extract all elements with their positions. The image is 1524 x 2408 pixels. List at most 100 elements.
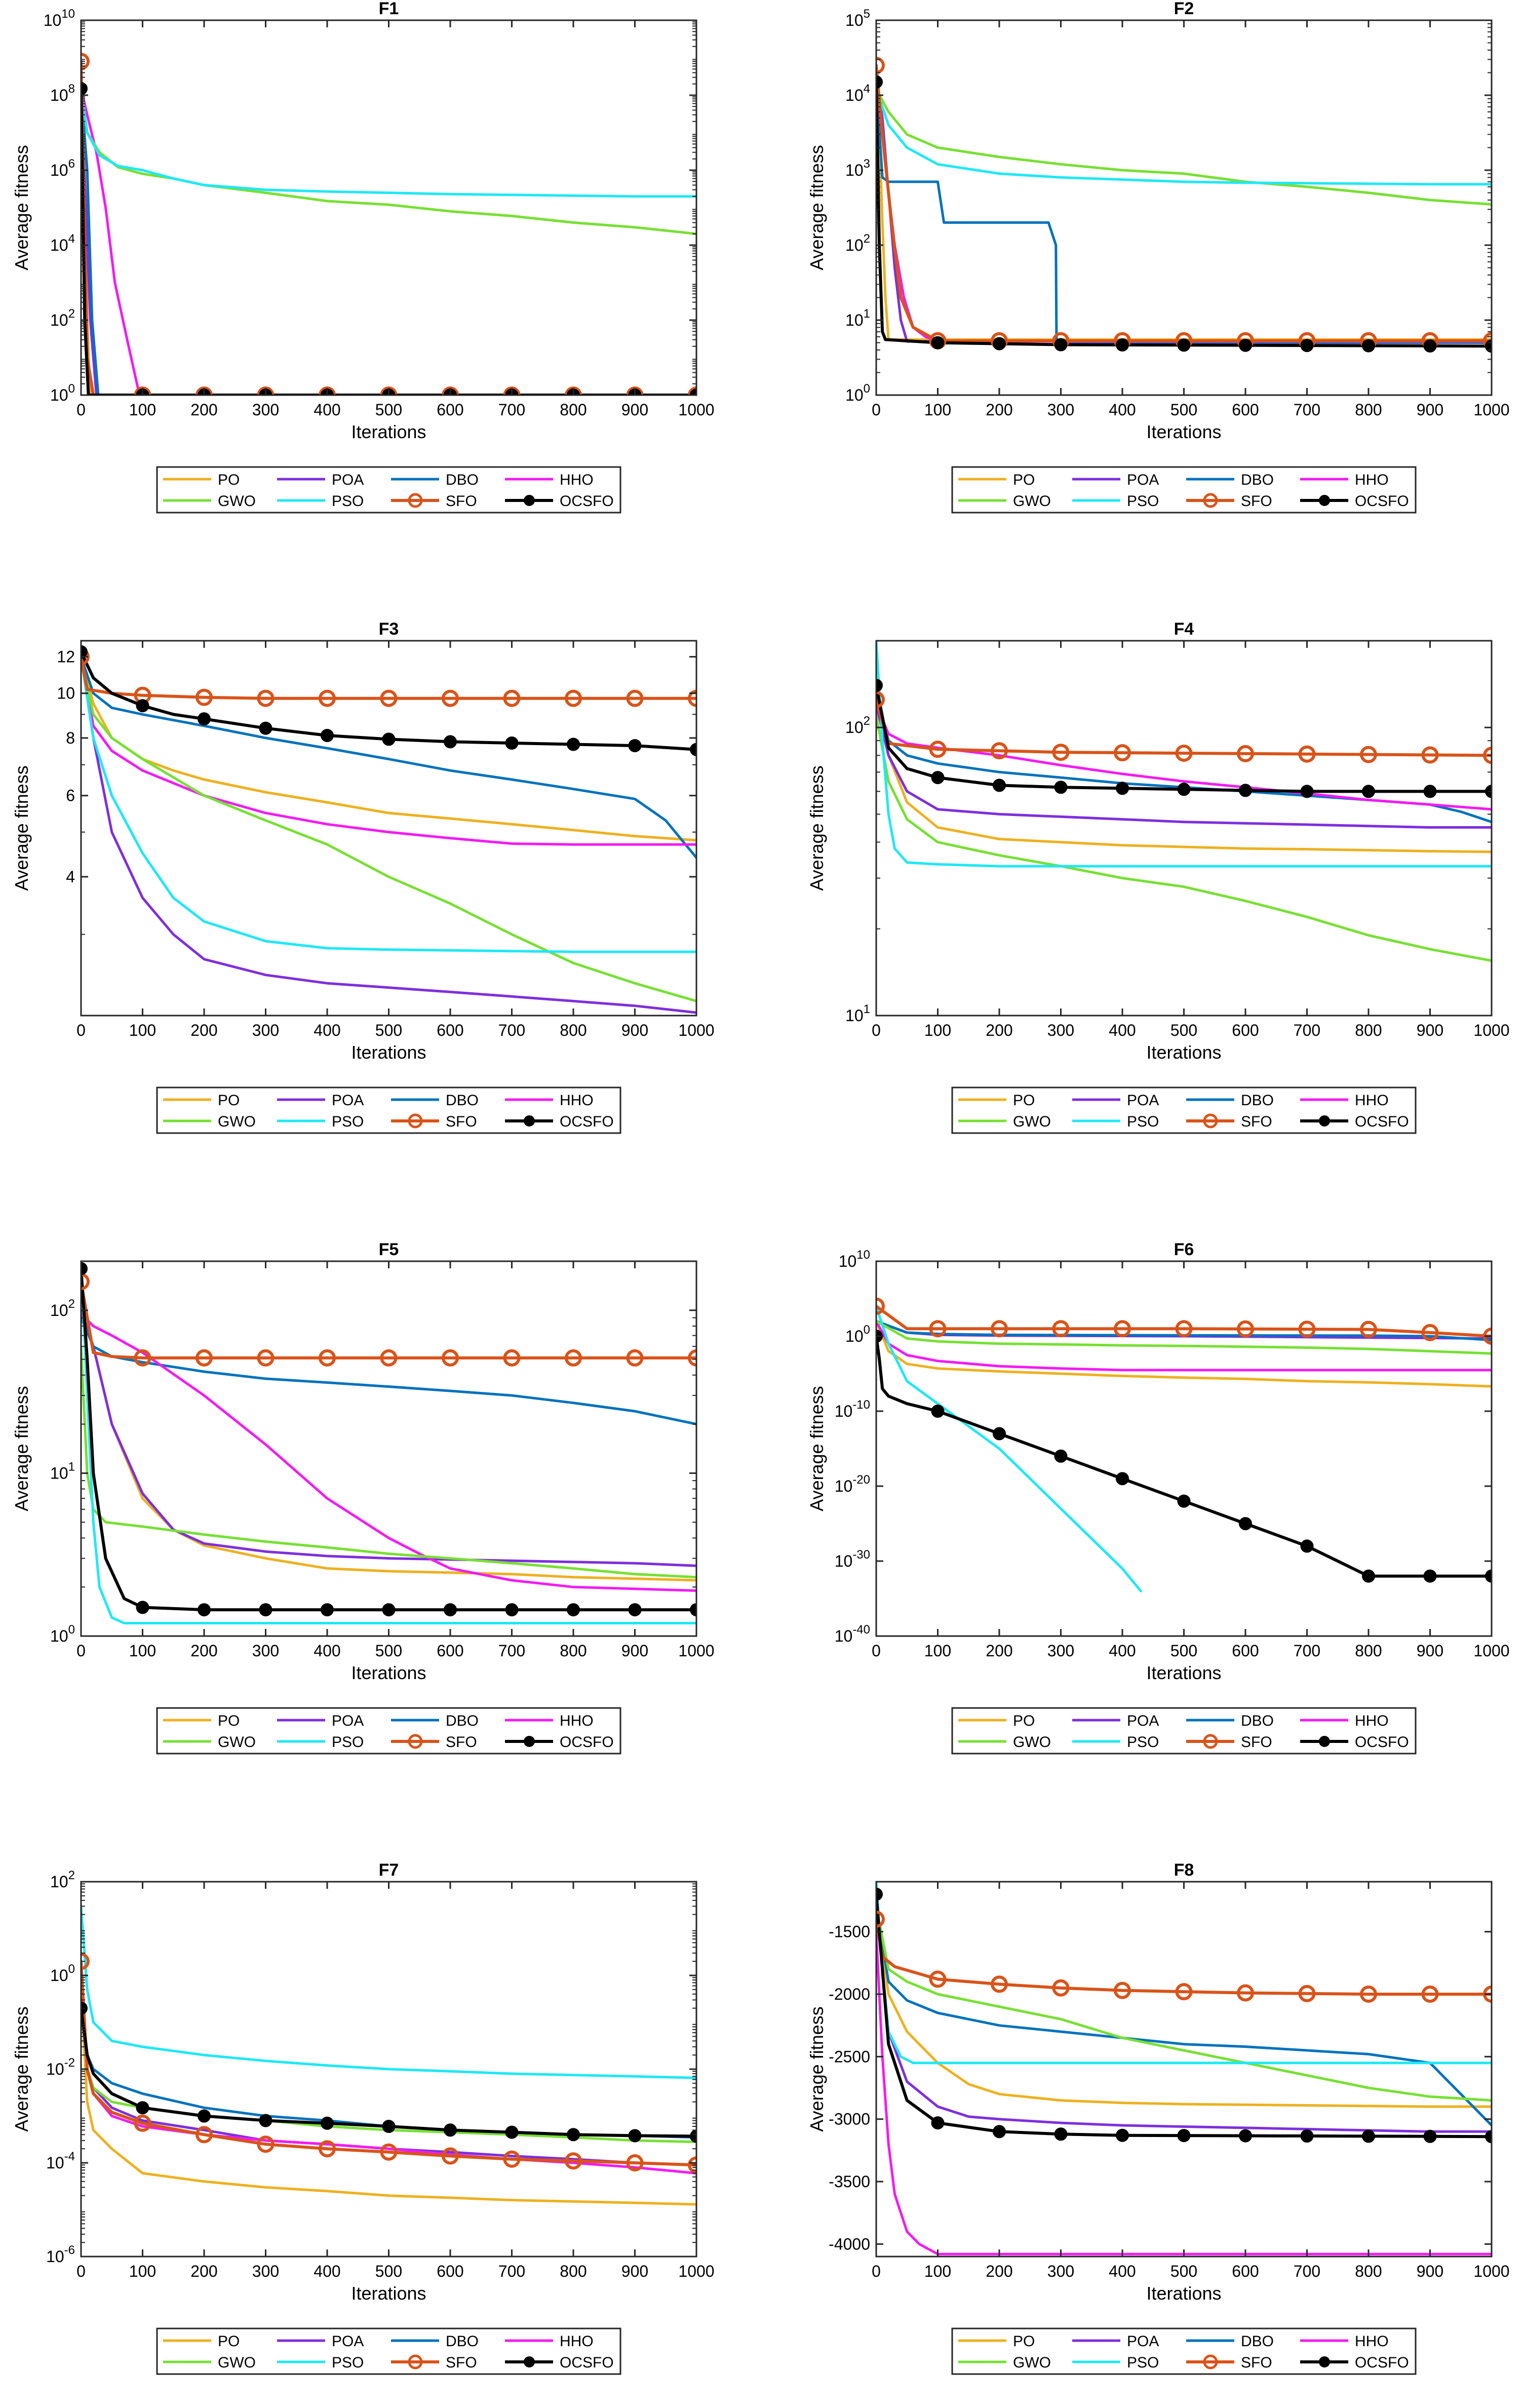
chart-f7-xtick-label-400: 400 — [314, 2262, 340, 2280]
chart-f4-xtick-label-700: 700 — [1294, 1021, 1320, 1039]
chart-f6-marker-sfo-0 — [876, 1297, 885, 1315]
chart-f6-legend-label-po: PO — [1013, 1713, 1035, 1729]
chart-f4-ytick-label-101: 101 — [845, 1002, 870, 1025]
chart-f1-marker-ocsfo-1000 — [690, 389, 696, 395]
chart-f6-plot-area — [876, 1261, 1492, 1636]
chart-f3-line-hho — [81, 655, 696, 846]
chart-f8-xlabel: Iterations — [1146, 2283, 1221, 2304]
chart-f8-marker-sfo-0 — [876, 1911, 885, 1928]
chart-f3-line-poa — [81, 655, 696, 1014]
chart-f6-marker-ocsfo-800 — [1362, 1569, 1375, 1583]
chart-f2-marker-ocsfo-0 — [876, 75, 883, 89]
chart-f4-marker-ocsfo-300 — [1054, 781, 1068, 794]
chart-f4-xtick-label-200: 200 — [986, 1021, 1012, 1039]
chart-f3-marker-ocsfo-500 — [382, 732, 396, 746]
chart-f2-line-pso — [876, 88, 1492, 186]
chart-f2-marker-ocsfo-200 — [993, 337, 1006, 351]
chart-f7-legend-label-poa: POA — [332, 2333, 364, 2350]
chart-f4-legend-label-po: PO — [1013, 1092, 1035, 1109]
chart-f6-legend-label-pso: PSO — [1127, 1734, 1159, 1751]
chart-f1-line-dbo — [81, 87, 696, 395]
chart-f7-line-ocsfo — [81, 2006, 696, 2138]
chart-f7-xtick-label-1000: 1000 — [678, 2262, 714, 2280]
chart-f3-marker-sfo-900 — [626, 689, 644, 707]
chart-f2-marker-ocsfo-800 — [1362, 339, 1375, 353]
chart-f2-marker-ocsfo-700 — [1300, 339, 1314, 353]
chart-f6-ytick-label-10-10: 10-10 — [835, 1398, 870, 1420]
chart-f8-plot-area — [876, 1882, 1492, 2257]
chart-f5-marker-ocsfo-700 — [505, 1603, 519, 1617]
chart-f1-xtick-label-300: 300 — [252, 401, 279, 419]
chart-f4-marker-sfo-0 — [876, 691, 885, 709]
chart-f8-marker-ocsfo-200 — [993, 2125, 1006, 2139]
chart-f7-ytick-label-10-2: 10-2 — [46, 2056, 75, 2078]
chart-f4-marker-sfo-200 — [991, 742, 1008, 760]
chart-f4-marker-sfo-300 — [1052, 744, 1070, 761]
chart-f6-marker-ocsfo-500 — [1177, 1494, 1191, 1508]
chart-f3-legend-label-ocsfo: OCSFO — [560, 1113, 614, 1130]
chart-f5-legend-label-sfo: SFO — [446, 1734, 477, 1751]
chart-f5-marker-ocsfo-300 — [259, 1603, 272, 1617]
chart-f2-ytick-label-103: 103 — [845, 157, 870, 179]
chart-f8-marker-sfo-800 — [1360, 1986, 1377, 2003]
chart-f1-plot-area — [81, 20, 696, 395]
chart-f6-legend-marker-sfo — [1203, 1734, 1218, 1749]
chart-f7-marker-sfo-900 — [626, 2154, 644, 2171]
chart-f4-legend-label-hho: HHO — [1355, 1092, 1389, 1109]
chart-f5-xtick-label-400: 400 — [314, 1642, 340, 1660]
chart-f8-marker-ocsfo-900 — [1423, 2129, 1437, 2143]
chart-f8-xtick-label-1000: 1000 — [1473, 2262, 1509, 2280]
chart-f3-ytick-label-10: 10 — [57, 684, 75, 703]
chart-f8-marker-sfo-400 — [1114, 1982, 1131, 1999]
chart-f1-xtick-label-900: 900 — [621, 401, 648, 419]
chart-f7-line-pso — [81, 1905, 696, 2079]
chart-f5-legend: PO POA DBO HHO GWO PSO SFO OCSFO — [156, 1707, 621, 1755]
chart-f5-xtick-label-500: 500 — [375, 1642, 402, 1660]
chart-f3-marker-sfo-1000 — [688, 689, 696, 707]
chart-f5-marker-ocsfo-600 — [444, 1603, 457, 1617]
chart-f6-marker-sfo-700 — [1298, 1320, 1316, 1338]
chart-f2-marker-ocsfo-500 — [1177, 338, 1191, 352]
chart-f3-ytick-label-12: 12 — [57, 648, 75, 666]
chart-f2-legend-box — [951, 466, 1417, 514]
chart-f3-legend-marker-sfo — [408, 1113, 423, 1129]
chart-f7-legend-label-po: PO — [218, 2333, 240, 2350]
chart-f5-line-sfo — [81, 1280, 696, 1360]
chart-f1-legend-label-sfo: SFO — [446, 493, 477, 510]
chart-f5-legend-marker-ocsfo — [524, 1736, 535, 1747]
chart-f8-xtick-label-0: 0 — [872, 2262, 881, 2280]
chart-f7-marker-sfo-700 — [503, 2150, 521, 2168]
chart-f6-marker-ocsfo-100 — [931, 1405, 945, 1418]
chart-f1-ytick-label-102: 102 — [50, 307, 75, 329]
chart-f3-marker-sfo-300 — [257, 689, 275, 707]
chart-f8-legend-box — [951, 2327, 1417, 2375]
chart-f5-ytick-label-102: 102 — [50, 1297, 75, 1319]
chart-f8-xtick-label-600: 600 — [1232, 2262, 1259, 2280]
chart-f2: 0 100 200 300 400 500 600 700 800 900 100010010110… — [806, 0, 1510, 514]
chart-f3-marker-ocsfo-700 — [505, 736, 519, 750]
chart-f3-xtick-label-800: 800 — [560, 1021, 587, 1039]
chart-f3-ytick-label-6: 6 — [66, 787, 75, 805]
chart-f1-ytick-label-104: 104 — [50, 232, 75, 254]
chart-f4-xtick-label-100: 100 — [924, 1021, 951, 1039]
chart-f1-xtick-label-500: 500 — [375, 401, 402, 419]
chart-f8-xtick-label-800: 800 — [1355, 2262, 1382, 2280]
chart-f5-line-gwo — [81, 1345, 696, 1579]
chart-f2-ytick-label-100: 100 — [845, 382, 870, 404]
chart-f5-xlabel: Iterations — [351, 1662, 426, 1683]
chart-f3-xtick-label-500: 500 — [375, 1021, 402, 1039]
chart-f6-legend-label-gwo: GWO — [1013, 1734, 1051, 1751]
chart-f5-xtick-label-200: 200 — [190, 1642, 217, 1660]
chart-f4-marker-ocsfo-900 — [1423, 785, 1437, 798]
chart-f1-xtick-label-600: 600 — [437, 401, 463, 419]
chart-f4-legend-label-gwo: GWO — [1013, 1113, 1051, 1130]
chart-f5-marker-ocsfo-400 — [321, 1603, 334, 1617]
chart-f2-legend-label-ocsfo: OCSFO — [1355, 493, 1409, 510]
chart-f7-marker-sfo-100 — [134, 2114, 151, 2132]
chart-f6-legend-label-ocsfo: OCSFO — [1355, 1734, 1409, 1751]
chart-f2-xlabel: Iterations — [1146, 421, 1221, 442]
chart-f5-marker-ocsfo-0 — [81, 1262, 88, 1275]
chart-f2-legend-marker-ocsfo — [1319, 495, 1330, 506]
chart-f8-xtick-label-400: 400 — [1109, 2262, 1136, 2280]
chart-f6-marker-sfo-200 — [991, 1320, 1008, 1338]
